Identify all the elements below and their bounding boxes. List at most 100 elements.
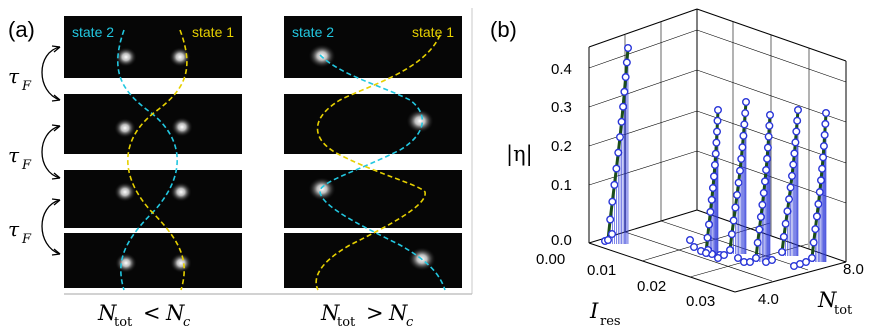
data-point [714,253,723,262]
data-point [621,73,630,82]
tau-labels: τ F τ F τ F [8,64,32,247]
data-point [739,131,748,140]
svg-text:F: F [21,232,32,247]
data-point [734,178,743,187]
z-tick-label: 0.1 [551,177,572,194]
data-point [711,149,720,158]
z-ticks: 0.4 0.3 0.2 0.1 0.0 [551,61,572,249]
data-point [710,160,719,169]
data-point [713,116,722,125]
data-point [726,245,735,254]
data-point [612,164,621,173]
curved-arrow-icon [41,125,61,179]
svg-text:N: N [388,301,408,325]
data-point [814,200,823,209]
svg-text:F: F [21,79,32,94]
data-point [755,225,764,234]
x-tick-label: 0.00 [536,251,565,268]
data-point [737,154,746,163]
series-curve [734,110,775,267]
svg-text:N: N [165,301,185,325]
curved-arrow-icon [41,199,61,255]
svg-text:c: c [183,315,191,330]
svg-text:tot: tot [337,315,356,330]
absorption-image [64,233,242,288]
data-point [624,44,633,53]
data-point [759,188,768,197]
data-point [604,235,613,244]
data-point [818,164,827,173]
svg-text:N: N [97,301,117,325]
z-tick-label: 0.0 [551,232,572,249]
data-point [809,238,818,247]
svg-text:τ: τ [8,64,20,88]
panel-a-label: (a) [8,17,35,42]
y-tick-label: 4.0 [758,291,779,308]
state2-trajectory [319,54,446,291]
data-point [783,207,792,216]
svg-text:τ: τ [8,143,20,167]
absorption-image [284,170,462,228]
absorption-image [284,94,462,154]
data-point [707,195,716,204]
data-point [713,127,722,136]
data-point [763,143,772,152]
data-point [614,148,623,157]
data-point [762,165,771,174]
state2-trajectory [117,29,178,291]
data-point [617,117,626,126]
data-point [746,258,755,267]
data-point [766,110,775,119]
tau-label: τ F [8,64,32,94]
data-point [819,153,828,162]
state1-label: state 1 [192,24,234,40]
z-tick-label: 0.2 [551,138,572,155]
data-point [727,230,736,239]
data-point [768,256,777,265]
left-image-column: state 2 state 1 [64,16,242,291]
y-tick-label: 8.0 [843,261,864,278]
x-tick-label: 0.01 [587,262,616,279]
panel-a: (a) τ F τ F τ F [8,8,473,330]
x-tick-label: 0.03 [686,293,715,310]
tau-label: τ F [8,217,32,247]
data-point [822,108,831,117]
data-point [733,190,742,199]
data-point [736,166,745,175]
data-point [708,183,717,192]
data-point [758,200,767,209]
data-point [686,235,695,244]
data-point [791,138,800,147]
x-axis-label: I res [589,299,621,329]
data-point [819,142,828,151]
state1-trajectory [127,29,188,291]
series-curve [762,105,803,267]
data-point [738,143,747,152]
data-point [764,132,773,141]
series-curve [714,97,751,262]
data-point [731,203,740,212]
svg-text:c: c [406,315,414,330]
y-ticks: 4.0 8.0 [758,261,864,308]
data-point [706,207,715,216]
svg-text:I: I [589,299,599,323]
svg-text:F: F [21,158,32,173]
data-point [761,177,770,186]
x-tick-label: 0.02 [637,278,666,295]
data-point [789,160,798,169]
absorption-image [64,170,242,228]
tau-label: τ F [8,143,32,173]
data-point [720,250,729,259]
svg-text:res: res [600,314,621,329]
data-point [802,258,811,267]
data-point [817,176,826,185]
data-point [690,242,699,251]
data-point [742,97,751,106]
svg-text:tot: tot [834,303,853,318]
z-axis-label: |η| [506,142,533,167]
data-point [763,154,772,163]
data-point [778,247,787,256]
z-tick-label: 0.3 [551,99,572,116]
data-point [608,197,617,206]
absorption-image [64,94,242,154]
